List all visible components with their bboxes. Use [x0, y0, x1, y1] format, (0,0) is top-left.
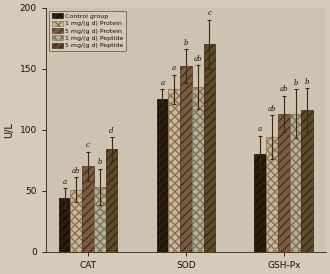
- Legend: Control group, 1 mg/(g d) Protein, 5 mg/(g d) Protein, 1 mg/(g d) Peptide, 5 mg/: Control group, 1 mg/(g d) Protein, 5 mg/…: [49, 11, 126, 51]
- Text: ab: ab: [193, 55, 202, 62]
- Text: b: b: [293, 79, 298, 87]
- Text: ab: ab: [280, 85, 288, 93]
- Bar: [156, 99, 168, 252]
- Bar: [192, 87, 204, 252]
- Text: b: b: [98, 158, 102, 166]
- Bar: [168, 89, 180, 252]
- Bar: [301, 110, 313, 252]
- Text: b: b: [305, 78, 310, 86]
- Bar: [59, 198, 71, 252]
- Text: c: c: [208, 9, 211, 18]
- Bar: [180, 66, 192, 252]
- Text: a: a: [258, 125, 262, 133]
- Bar: [266, 137, 278, 252]
- Bar: [106, 149, 117, 252]
- Bar: [290, 114, 301, 252]
- Bar: [254, 154, 266, 252]
- Text: ab: ab: [268, 105, 276, 113]
- Text: b: b: [184, 39, 188, 47]
- Text: d: d: [109, 127, 114, 135]
- Text: a: a: [160, 79, 164, 87]
- Text: ab: ab: [72, 167, 81, 175]
- Bar: [204, 44, 215, 252]
- Text: c: c: [86, 141, 90, 149]
- Text: a: a: [62, 178, 67, 186]
- Bar: [82, 166, 94, 252]
- Bar: [71, 190, 82, 252]
- Bar: [278, 114, 290, 252]
- Y-axis label: U/L: U/L: [4, 122, 14, 138]
- Text: a: a: [172, 64, 176, 72]
- Bar: [94, 187, 106, 252]
